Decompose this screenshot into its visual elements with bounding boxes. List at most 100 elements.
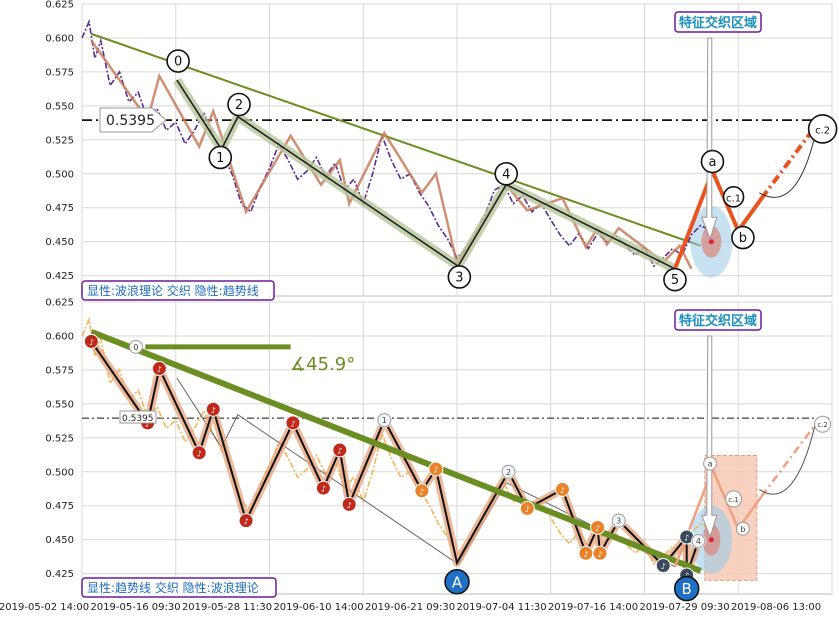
small-wave-label-c.1: c.1 xyxy=(728,496,739,504)
wave-node-glyph: ♪ xyxy=(337,447,342,456)
wave-node-glyph: ♪ xyxy=(89,338,94,347)
wave-label-b: b xyxy=(739,231,747,246)
wave-node xyxy=(285,415,301,431)
bottom-price-series xyxy=(81,316,711,566)
small-wave-label-4: 4 xyxy=(696,537,701,546)
wave-label-3: 3 xyxy=(455,270,463,285)
y-tick-label: 0.475 xyxy=(45,501,74,512)
wave-label-1: 1 xyxy=(216,151,224,166)
y-tick-label: 0.500 xyxy=(45,467,74,478)
y-tick-label: 0.625 xyxy=(45,0,74,11)
wave-label-4: 4 xyxy=(502,167,510,182)
y-tick-label: 0.425 xyxy=(45,271,74,282)
bottom-region-title-badge: 特征交织区域 xyxy=(674,309,762,331)
y-tick-label: 0.550 xyxy=(45,399,74,410)
top-elliott-path xyxy=(176,79,676,270)
y-tick-label: 0.625 xyxy=(45,298,74,309)
wave-label-circle-a xyxy=(700,149,725,174)
wave-label-circle-c.1 xyxy=(722,186,745,208)
top-trendline xyxy=(91,32,702,247)
small-wave-label-b: b xyxy=(740,525,745,534)
wave-node-glyph: ♪ xyxy=(597,550,602,559)
x-tick-label: 2019-07-04 11:30 xyxy=(456,602,546,613)
top-region-title-badge: 特征交织区域 xyxy=(674,11,762,33)
small-wave-label-circle xyxy=(703,456,718,471)
wave-label-circle-5 xyxy=(663,267,687,292)
wave-node xyxy=(590,519,606,535)
small-wave-label-circle xyxy=(814,415,832,433)
wave-node-glyph: ♪ xyxy=(661,562,666,571)
y-tick-label: 0.575 xyxy=(45,365,74,376)
y-tick-label: 0.600 xyxy=(45,331,74,342)
bottom-curve-arrow xyxy=(759,422,817,495)
top-hline-label: 0.5395 xyxy=(99,107,167,133)
wave-node xyxy=(592,545,608,561)
wave-node-glyph: ♪ xyxy=(684,533,689,542)
big-wave-label-B: B xyxy=(682,580,692,598)
top-region-title: 特征交织区域 xyxy=(679,15,757,31)
y-tick-label: 0.475 xyxy=(45,203,74,214)
top-down-arrow xyxy=(701,37,718,241)
top-curve-arrow xyxy=(759,132,817,198)
top-y-axis: 0.425 0.450 0.475 0.500 0.525 0.550 0.575 0.600… xyxy=(45,0,74,282)
bottom-caption-badge: 显性:趋势线 交织 隐性:波浪理论 xyxy=(81,577,277,598)
wave-node xyxy=(151,361,167,377)
x-tick-label: 2019-05-02 14:00 xyxy=(0,602,89,613)
y-tick-label: 0.550 xyxy=(45,101,74,112)
wave-node-glyph: ♪ xyxy=(347,501,352,510)
y-tick-label: 0.575 xyxy=(45,67,74,78)
top-hline-value: 0.5395 xyxy=(106,113,155,129)
small-wave-label-circle xyxy=(725,490,743,508)
x-tick-label: 2019-06-21 09:30 xyxy=(365,602,455,613)
small-wave-label-0: 0 xyxy=(133,343,138,352)
small-wave-label-c.2: c.2 xyxy=(817,421,828,429)
small-wave-label-a: a xyxy=(708,460,713,469)
wave-label-c.2: c.2 xyxy=(815,125,830,136)
wave-node-glyph: ♪ xyxy=(244,517,249,526)
wave-node-glyph: ♪ xyxy=(145,419,150,428)
small-wave-label-circle xyxy=(128,339,143,354)
top-caption-badge: 显性:波浪理论 交织 隐性:趋势线 xyxy=(81,280,275,301)
bottom-hline-label: 0.5395 xyxy=(119,410,157,424)
wave-node-glyph: ♪ xyxy=(595,524,600,533)
wave-label-circle-1 xyxy=(208,145,233,170)
top-feature-dot xyxy=(708,239,714,245)
wave-node xyxy=(519,500,535,516)
x-tick-label: 2019-06-10 14:00 xyxy=(273,602,363,613)
x-axis: 2019-05-02 14:00 2019-05-16 09:30 2019-05-… xyxy=(0,602,821,613)
small-wave-label-circle xyxy=(501,464,516,479)
x-tick-label: 2019-07-16 14:00 xyxy=(548,602,638,613)
wave-node xyxy=(428,461,444,477)
big-wave-label-A: A xyxy=(452,573,463,591)
y-tick-label: 0.525 xyxy=(45,433,74,444)
bottom-feature-dot xyxy=(708,537,714,543)
bottom-y-axis: 0.425 0.450 0.475 0.500 0.525 0.550 0.575 0.600… xyxy=(45,298,74,581)
wave-node-glyph: ♪ xyxy=(433,466,438,475)
big-wave-circle-B xyxy=(673,575,700,602)
top-c2-projection xyxy=(760,125,818,200)
wave-label-circle-2 xyxy=(227,92,251,117)
wave-node xyxy=(205,401,221,417)
wave-label-5: 5 xyxy=(671,273,679,288)
wave-label-circle-0 xyxy=(166,49,190,73)
wave-node-glyph: ♪ xyxy=(290,419,295,428)
wave-label-circle-b xyxy=(731,225,755,250)
top-wave-overlay xyxy=(90,39,693,270)
small-wave-label-2: 2 xyxy=(506,468,511,477)
y-tick-label: 0.500 xyxy=(45,169,74,180)
x-tick-label: 2019-05-16 09:30 xyxy=(90,602,180,613)
wave-label-a: a xyxy=(708,155,716,170)
wave-label-0: 0 xyxy=(174,55,182,70)
x-tick-label: 2019-07-29 09:30 xyxy=(639,602,729,613)
small-wave-label-circle xyxy=(691,534,706,549)
wave-node xyxy=(341,496,357,512)
wave-node-glyph: ♪ xyxy=(211,406,216,415)
wave-node xyxy=(332,442,348,458)
wave-node xyxy=(83,333,99,349)
wave-node xyxy=(554,481,570,497)
x-tick-label: 2019-05-28 11:30 xyxy=(182,602,272,613)
top-panel-content: 0 1 2 3 4 5 a b c.1 c.2 xyxy=(81,18,838,292)
bottom-down-arrow xyxy=(701,335,718,539)
y-tick-label: 0.425 xyxy=(45,569,74,580)
